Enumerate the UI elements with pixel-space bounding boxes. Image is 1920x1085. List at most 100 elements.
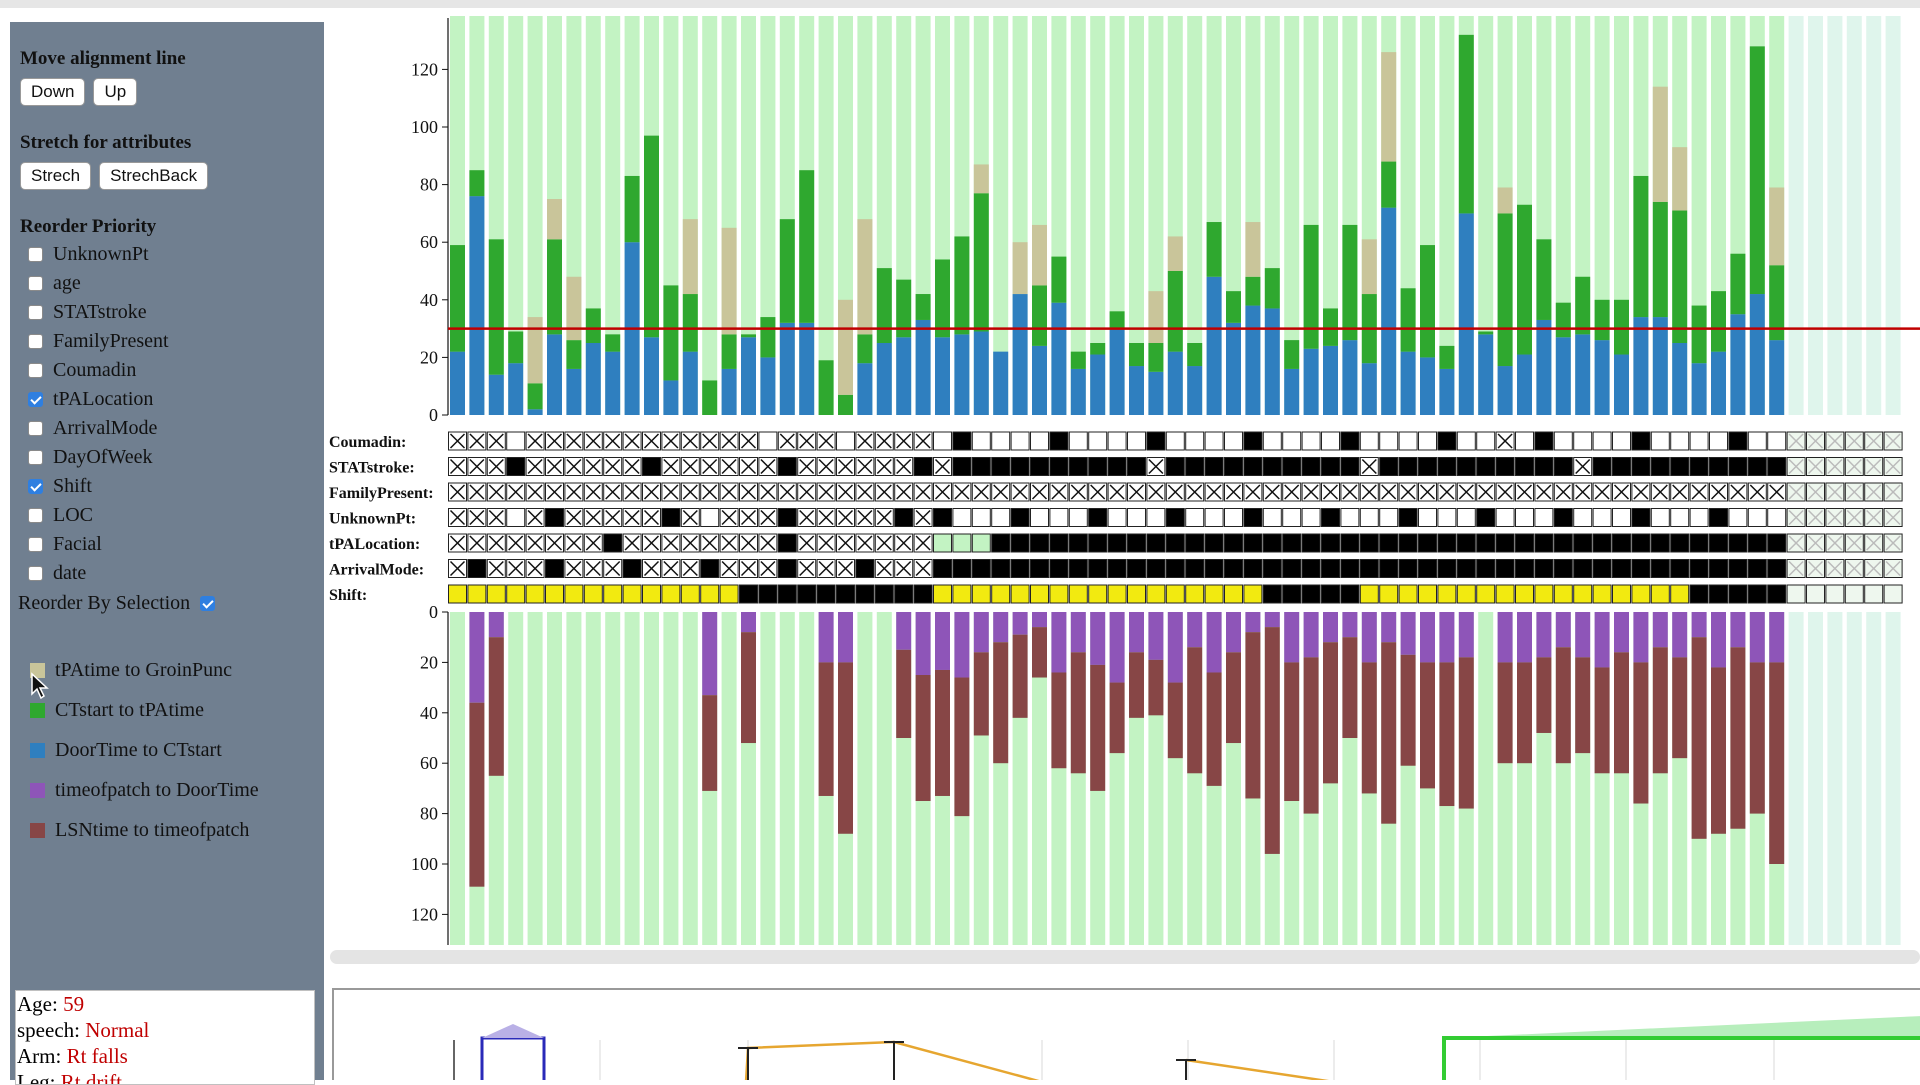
priority-checkbox[interactable] [28,276,43,291]
bar-segment[interactable] [915,612,931,675]
bar-segment[interactable] [663,285,679,381]
bar-segment[interactable] [1245,222,1261,277]
attribute-cell[interactable] [1301,533,1321,553]
bar-segment[interactable] [508,331,524,364]
bar-segment[interactable] [973,193,989,332]
attribute-cell[interactable] [1437,457,1457,476]
attribute-cell[interactable] [1553,533,1573,553]
bar-segment[interactable] [1381,612,1397,643]
strechback-button[interactable]: StrechBack [99,162,209,190]
bar-segment[interactable] [1575,276,1591,335]
attribute-cell[interactable] [991,533,1011,553]
attribute-cell[interactable] [1185,584,1205,604]
bar-segment[interactable] [1439,612,1455,663]
priority-checkbox[interactable] [28,334,43,349]
bar-segment[interactable] [1342,612,1358,638]
bar-segment[interactable] [1672,147,1688,211]
priority-checkbox[interactable] [28,450,43,465]
bar-segment[interactable] [1342,637,1358,738]
attribute-cell[interactable] [1534,508,1554,527]
attribute-cell[interactable] [1495,584,1515,604]
bar-segment[interactable] [1478,334,1494,415]
bar-segment[interactable] [702,612,718,696]
attribute-cell[interactable] [1398,584,1418,604]
bar-segment[interactable] [838,394,853,415]
bar-segment[interactable] [1303,612,1319,658]
attribute-cell[interactable] [971,508,991,527]
attribute-cell[interactable] [1185,508,1205,527]
bar-segment[interactable] [488,612,504,638]
attribute-cell[interactable] [1612,457,1631,476]
attribute-cell[interactable] [1398,559,1418,578]
bar-segment[interactable] [547,239,562,335]
attribute-cell[interactable] [913,457,933,476]
bar-segment[interactable] [1323,642,1338,784]
attribute-cell[interactable] [1107,559,1127,578]
attribute-cell[interactable] [1243,457,1263,476]
attribute-cell[interactable] [1495,508,1515,527]
attribute-cell[interactable] [1282,559,1302,578]
attribute-cell[interactable] [1709,533,1728,553]
attribute-cell[interactable] [1767,584,1787,604]
attribute-cell[interactable] [1049,457,1069,476]
bar-segment[interactable] [1594,299,1610,341]
attribute-cell[interactable] [1592,431,1612,451]
reorder-by-selection[interactable]: Reorder By Selection [18,588,324,618]
attribute-cell[interactable] [1767,457,1787,476]
attribute-cell[interactable] [1495,533,1515,553]
attribute-cell[interactable] [1515,457,1534,476]
priority-checkbox[interactable] [28,508,43,523]
bar-segment[interactable] [1381,207,1397,415]
attribute-cell[interactable] [1379,533,1399,553]
attribute-cell[interactable] [1107,457,1127,476]
attribute-cell[interactable] [1767,533,1787,553]
attribute-cell[interactable] [1398,431,1418,451]
bar-segment[interactable] [1284,368,1300,415]
bar-segment[interactable] [993,612,1009,643]
attribute-cell[interactable] [1515,431,1534,451]
attribute-cell[interactable] [1689,431,1709,451]
attribute-cell[interactable] [894,584,914,604]
attribute-cell[interactable] [874,584,894,604]
attribute-cell[interactable] [1709,431,1728,451]
attribute-cell[interactable] [1437,533,1457,553]
attribute-cell[interactable] [1689,457,1709,476]
priority-checkbox[interactable] [28,305,43,320]
bar-segment[interactable] [1711,667,1726,834]
bar-segment[interactable] [741,334,756,338]
attribute-cell[interactable] [777,559,797,578]
attribute-cell[interactable] [1476,508,1496,527]
attribute-cell[interactable] [1010,584,1030,604]
bar-segment[interactable] [1420,662,1435,789]
bar-segment[interactable] [1536,657,1552,733]
bar-segment[interactable] [760,357,776,415]
bar-segment[interactable] [1439,345,1455,369]
attribute-cell[interactable] [1534,431,1554,451]
attribute-cell[interactable] [1728,584,1748,604]
bar-segment[interactable] [876,343,892,415]
bar-segment[interactable] [1167,682,1183,759]
attribute-cell[interactable] [1068,508,1088,527]
bar-segment[interactable] [799,322,815,415]
attribute-cell[interactable] [1379,584,1399,604]
bar-segment[interactable] [469,612,485,703]
attribute-cell[interactable] [1592,559,1612,578]
bar-segment[interactable] [1284,340,1300,369]
bar-segment[interactable] [1730,647,1746,829]
bar-segment[interactable] [1652,647,1668,774]
bar-segment[interactable] [488,374,504,415]
attribute-cell[interactable] [1301,559,1321,578]
attribute-cell[interactable] [1709,457,1728,476]
bar-segment[interactable] [1555,612,1571,648]
attribute-cell[interactable] [1301,457,1321,476]
bar-segment[interactable] [973,612,989,653]
bar-segment[interactable] [1672,343,1688,415]
attribute-cell[interactable] [1068,584,1088,604]
priority-checkbox[interactable] [28,247,43,262]
attribute-cell[interactable] [1204,431,1224,451]
attribute-cell[interactable] [1689,584,1709,604]
bar-segment[interactable] [1264,627,1280,854]
attribute-cell[interactable] [1398,457,1418,476]
bar-segment[interactable] [1652,612,1668,648]
bar-segment[interactable] [1497,187,1513,214]
